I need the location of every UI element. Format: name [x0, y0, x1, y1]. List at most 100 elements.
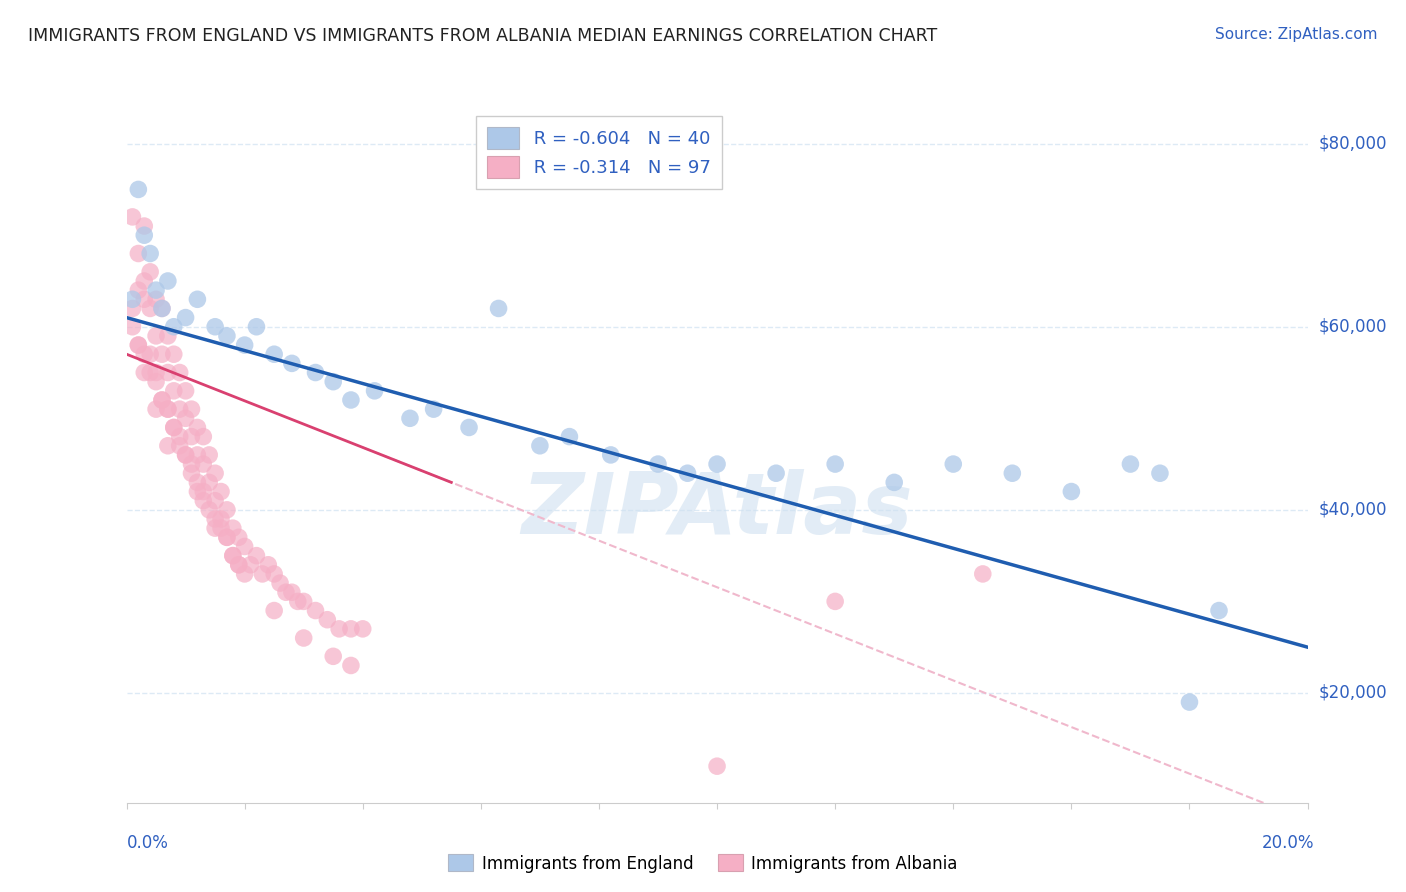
Point: [824, 457, 846, 471]
Text: $60,000: $60,000: [1319, 318, 1388, 335]
Point: [215, 503, 238, 517]
Point: [1060, 484, 1083, 499]
Point: [676, 467, 699, 481]
Point: [145, 283, 167, 297]
Point: [239, 558, 262, 572]
Point: [215, 329, 238, 343]
Point: [222, 549, 245, 563]
Point: [972, 566, 994, 581]
Point: [134, 366, 156, 380]
Point: [215, 530, 238, 544]
Point: [233, 566, 256, 581]
Text: $20,000: $20,000: [1319, 684, 1388, 702]
Point: [156, 329, 179, 343]
Point: [942, 457, 965, 471]
Point: [139, 366, 162, 380]
Point: [139, 246, 162, 260]
Point: [169, 429, 191, 443]
Point: [121, 301, 143, 316]
Point: [163, 347, 186, 361]
Point: [169, 366, 191, 380]
Text: Source: ZipAtlas.com: Source: ZipAtlas.com: [1215, 27, 1378, 42]
Point: [186, 484, 208, 499]
Point: [174, 384, 197, 398]
Point: [204, 319, 226, 334]
Point: [292, 631, 315, 645]
Point: [156, 439, 179, 453]
Text: ZIPAtlas: ZIPAtlas: [522, 469, 912, 552]
Point: [1178, 695, 1201, 709]
Point: [127, 338, 149, 352]
Point: [209, 484, 232, 499]
Point: [292, 594, 315, 608]
Point: [198, 475, 221, 490]
Point: [145, 375, 167, 389]
Point: [558, 429, 581, 443]
Point: [281, 585, 304, 599]
Point: [145, 402, 167, 417]
Point: [150, 301, 173, 316]
Point: [263, 566, 285, 581]
Point: [233, 540, 256, 554]
Point: [245, 319, 267, 334]
Point: [765, 467, 787, 481]
Point: [322, 375, 344, 389]
Point: [245, 549, 267, 563]
Point: [340, 658, 363, 673]
Point: [127, 338, 149, 352]
Point: [150, 392, 173, 407]
Point: [139, 347, 162, 361]
Text: IMMIGRANTS FROM ENGLAND VS IMMIGRANTS FROM ALBANIA MEDIAN EARNINGS CORRELATION C: IMMIGRANTS FROM ENGLAND VS IMMIGRANTS FR…: [28, 27, 938, 45]
Point: [824, 594, 846, 608]
Point: [599, 448, 621, 462]
Point: [174, 448, 197, 462]
Point: [163, 384, 186, 398]
Point: [222, 549, 245, 563]
Point: [127, 283, 149, 297]
Point: [121, 319, 143, 334]
Point: [186, 420, 208, 434]
Point: [263, 347, 285, 361]
Point: [1149, 467, 1171, 481]
Point: [127, 182, 149, 196]
Point: [215, 530, 238, 544]
Point: [134, 274, 156, 288]
Point: [139, 265, 162, 279]
Point: [458, 420, 481, 434]
Point: [287, 594, 309, 608]
Point: [257, 558, 280, 572]
Point: [127, 246, 149, 260]
Point: [228, 558, 250, 572]
Point: [209, 512, 232, 526]
Point: [150, 347, 173, 361]
Point: [269, 576, 291, 591]
Text: $80,000: $80,000: [1319, 135, 1388, 153]
Point: [363, 384, 385, 398]
Point: [263, 603, 285, 617]
Point: [340, 622, 363, 636]
Legend: Immigrants from England, Immigrants from Albania: Immigrants from England, Immigrants from…: [441, 847, 965, 880]
Point: [1208, 603, 1230, 617]
Point: [252, 566, 274, 581]
Point: [150, 301, 173, 316]
Point: [134, 219, 156, 233]
Point: [156, 366, 179, 380]
Point: [169, 402, 191, 417]
Point: [193, 457, 215, 471]
Text: 20.0%: 20.0%: [1263, 834, 1315, 852]
Point: [488, 301, 510, 316]
Legend:  R = -0.604   N = 40,  R = -0.314   N = 97: R = -0.604 N = 40, R = -0.314 N = 97: [475, 116, 723, 189]
Point: [134, 347, 156, 361]
Point: [180, 457, 202, 471]
Point: [174, 411, 197, 425]
Point: [121, 293, 143, 307]
Point: [156, 274, 179, 288]
Point: [304, 603, 326, 617]
Point: [193, 484, 215, 499]
Point: [1001, 467, 1024, 481]
Point: [198, 503, 221, 517]
Point: [163, 319, 186, 334]
Text: $40,000: $40,000: [1319, 500, 1388, 519]
Point: [352, 622, 374, 636]
Point: [204, 493, 226, 508]
